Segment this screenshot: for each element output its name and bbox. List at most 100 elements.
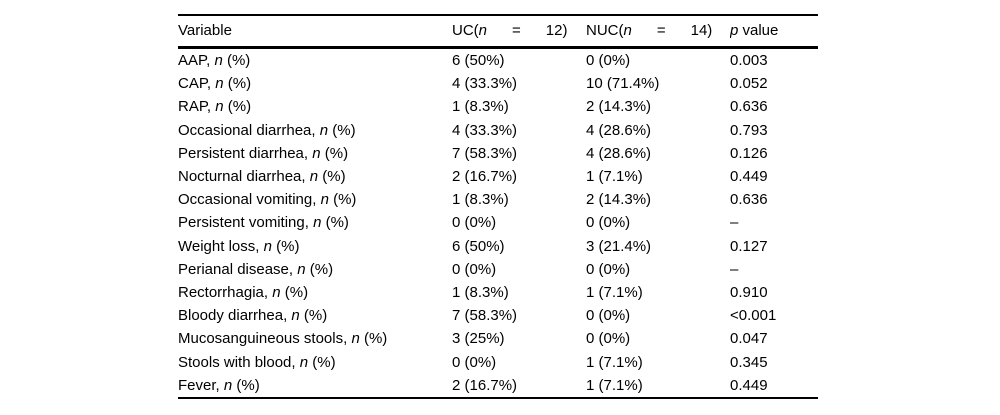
table-row: Nocturnal diarrhea, n (%) 2 (16.7%) 1 (7.1… [178, 165, 818, 188]
variable-cell: Mucosanguineous stools, n (%) [178, 327, 452, 350]
label-percent-suffix: (%) [328, 191, 357, 209]
variable-cell: Bloody diarrhea, n (%) [178, 304, 452, 327]
label-n-symbol: n [320, 191, 329, 209]
uc-value-cell: 1 (8.3%) [452, 98, 509, 116]
table-row: Mucosanguineous stools, n (%) 3 (25%) 0 (0… [178, 327, 818, 350]
variable-name: Perianal disease [178, 260, 289, 278]
header-row: Variable UC(n = 12) NUC(n = 14) p value [178, 15, 818, 49]
variable-name: Persistent diarrhea [178, 144, 304, 162]
p-value-cell: 0.345 [730, 353, 768, 371]
uc-value-cell: 4 (33.3%) [452, 75, 518, 93]
variable-cell: Occasional vomiting, n (%) [178, 188, 452, 211]
uc-value-cell: 2 (16.7%) [452, 373, 586, 400]
variable-cell: Persistent vomiting, n (%) [178, 211, 452, 234]
variable-cell: Weight loss, n (%) [178, 235, 452, 258]
table-row: AAP, n (%) 6 (50%) 0 (0%) 0.003 [178, 48, 818, 73]
p-value-cell: 0.449 [730, 373, 818, 400]
uc-value-cell: 4 (33.3%) [452, 121, 518, 139]
col-header-nuc: NUC(n = 14) [586, 15, 730, 49]
label-comma: , [312, 191, 321, 209]
table-row: Occasional vomiting, n (%) 1 (8.3%) 2 (14.… [178, 188, 818, 211]
variable-cell: Perianal disease, n (%) [178, 258, 452, 281]
variable-cell: RAP, n (%) [178, 95, 452, 118]
col-header-uc: UC(n = 12) [452, 15, 586, 49]
uc-value-cell: 0 (0%) [452, 214, 497, 232]
label-percent-suffix: (%) [280, 284, 309, 302]
label-comma: , [206, 52, 215, 69]
variable-name: Occasional vomiting [178, 191, 313, 209]
col-header-variable: Variable [178, 15, 452, 49]
label-n-symbol: n [272, 284, 281, 302]
variable-name: Occasional diarrhea [178, 121, 312, 139]
table-row: Persistent diarrhea, n (%) 7 (58.3%) 4 (28… [178, 142, 818, 165]
label-percent-suffix: (%) [232, 376, 260, 394]
label-percent-suffix: (%) [222, 52, 251, 69]
table-row: Weight loss, n (%) 6 (50%) 3 (21.4%) 0.127 [178, 235, 818, 258]
table-row: Persistent vomiting, n (%) 0 (0%) 0 (0%) – [178, 211, 818, 234]
variable-name: Mucosanguineous stools [178, 330, 344, 348]
label-comma: , [301, 168, 310, 186]
variable-cell: Fever, n (%) [178, 373, 452, 400]
nuc-value-cell: 0 (0%) [586, 214, 631, 232]
p-value-cell: 0.910 [730, 284, 768, 302]
p-value-cell: 0.793 [730, 121, 768, 139]
nuc-value-cell: 0 (0%) [586, 260, 631, 278]
label-n-symbol: n [299, 353, 309, 371]
label-percent-suffix: (%) [223, 75, 252, 93]
table-row: Fever, n (%) 2 (16.7%) 1 (7.1%) 0.449 [178, 373, 818, 400]
label-comma: , [263, 284, 273, 302]
variable-name: Rectorrhagia [178, 284, 264, 302]
variable-name: Persistent vomiting [178, 214, 305, 232]
label-n-symbol: n [319, 121, 329, 139]
variable-cell: Occasional diarrhea, n (%) [178, 119, 452, 142]
nuc-header-n: n [623, 22, 632, 39]
nuc-value-cell: 0 (0%) [586, 307, 631, 325]
table-body: AAP, n (%) 6 (50%) 0 (0%) 0.003 CAP, n (%) 4 … [178, 48, 818, 400]
label-percent-suffix: (%) [299, 307, 328, 325]
label-comma: , [283, 307, 292, 325]
nuc-value-cell: 2 (14.3%) [586, 98, 652, 116]
label-comma: , [215, 376, 224, 394]
table-row: Rectorrhagia, n (%) 1 (8.3%) 1 (7.1%) 0.910 [178, 281, 818, 304]
variable-name: Bloody diarrhea [178, 307, 284, 325]
nuc-value-cell: 3 (21.4%) [586, 237, 652, 255]
p-value-cell: 0.636 [730, 191, 768, 209]
p-value-cell: 0.126 [730, 144, 768, 162]
label-n-symbol: n [263, 237, 272, 255]
table-row: Perianal disease, n (%) 0 (0%) 0 (0%) – [178, 258, 818, 281]
variable-cell: Rectorrhagia, n (%) [178, 281, 452, 304]
label-comma: , [288, 260, 298, 278]
variable-cell: Nocturnal diarrhea, n (%) [178, 165, 452, 188]
uc-header-n: n [478, 22, 488, 39]
nuc-value-cell: 10 (71.4%) [586, 75, 660, 93]
label-percent-suffix: (%) [320, 144, 349, 162]
nuc-value-cell: 1 (7.1%) [586, 353, 643, 371]
table-row: Stools with blood, n (%) 0 (0%) 1 (7.1%) 0.… [178, 351, 818, 374]
table-row: RAP, n (%) 1 (8.3%) 2 (14.3%) 0.636 [178, 95, 818, 118]
uc-value-cell: 6 (50%) [452, 52, 505, 69]
nuc-header-prefix: NUC( [586, 22, 624, 39]
variable-name: AAP [178, 52, 207, 69]
label-percent-suffix: (%) [359, 330, 388, 348]
nuc-header-count: = 14) [631, 22, 713, 39]
variable-cell: Stools with blood, n (%) [178, 351, 452, 374]
label-percent-suffix: (%) [308, 353, 336, 371]
nuc-value-cell: 0 (0%) [586, 52, 631, 69]
label-n-symbol: n [313, 214, 322, 232]
p-value-cell: – [730, 214, 739, 232]
label-n-symbol: n [351, 330, 360, 348]
nuc-value-cell: 1 (7.1%) [586, 168, 643, 186]
p-value-cell: 0.003 [730, 52, 768, 69]
variable-name: CAP [178, 75, 207, 93]
uc-value-cell: 1 (8.3%) [452, 284, 509, 302]
label-n-symbol: n [215, 75, 224, 93]
label-n-symbol: n [215, 98, 224, 116]
label-comma: , [291, 353, 300, 371]
label-comma: , [343, 330, 352, 348]
nuc-value-cell: 4 (28.6%) [586, 121, 652, 139]
variable-cell: AAP, n (%) [178, 48, 452, 73]
variable-cell: CAP, n (%) [178, 72, 452, 95]
col-header-variable-label: Variable [178, 22, 232, 39]
uc-value-cell: 3 (25%) [452, 330, 505, 348]
